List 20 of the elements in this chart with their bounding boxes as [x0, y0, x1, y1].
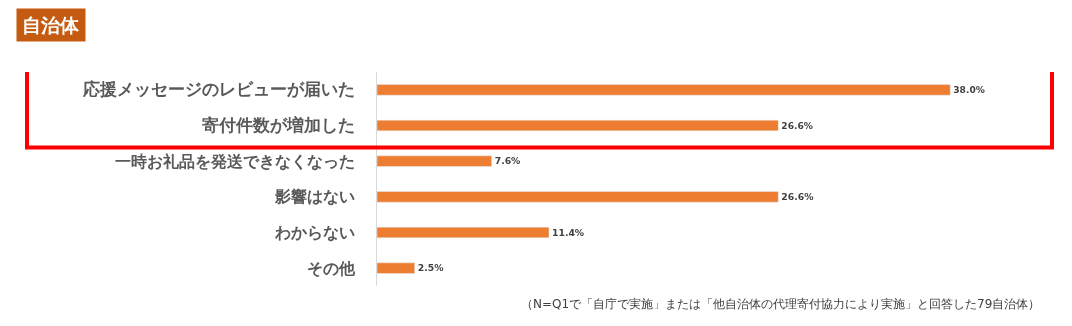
data-label: 26.6% — [781, 191, 814, 203]
y-tick-label: 寄付件数が増加した — [201, 115, 355, 136]
data-label: 2.5% — [417, 262, 444, 274]
bar — [377, 155, 492, 167]
bar — [377, 226, 550, 239]
data-label: 38.0% — [953, 85, 985, 96]
bar — [377, 119, 779, 132]
bar — [377, 191, 779, 203]
data-label: 26.6% — [781, 120, 813, 131]
y-tick-label: 影響はない — [273, 187, 355, 207]
bar — [377, 84, 951, 96]
text: （N=Q1で「自庁で実施」または「他自治体の代理寄付協力により実施」と回答した79自治体） — [521, 297, 1041, 311]
y-tick-label: 応援メッセージのレビューが届いた — [81, 79, 355, 100]
data-label: 7.6% — [494, 155, 521, 167]
text: 自治体 — [22, 14, 80, 36]
y-tick-label: 一時お礼品を発送できなくなった — [114, 151, 355, 171]
data-label: 11.4% — [551, 226, 585, 238]
bar — [377, 262, 415, 274]
y-tick-label: わからない — [273, 223, 355, 243]
y-tick-label: その他 — [306, 258, 356, 278]
